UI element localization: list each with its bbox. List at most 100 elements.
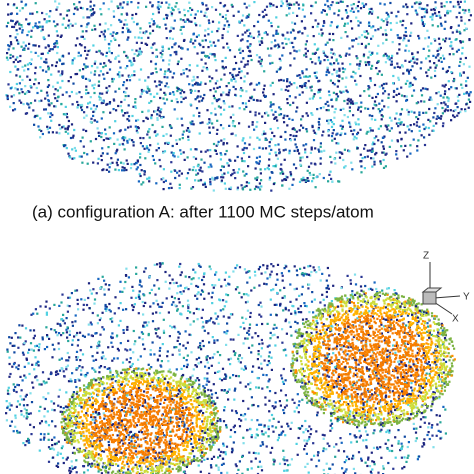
atom <box>424 37 427 40</box>
atom <box>385 54 388 57</box>
atom <box>298 152 301 155</box>
atom <box>456 95 459 98</box>
atom <box>222 308 225 311</box>
atom <box>148 89 151 92</box>
atom <box>110 389 113 392</box>
atom <box>201 170 204 173</box>
atom <box>232 124 235 127</box>
atom <box>97 157 100 160</box>
atom <box>395 292 398 295</box>
atom <box>420 391 423 394</box>
atom <box>358 436 361 439</box>
atom <box>186 299 190 302</box>
atom <box>182 97 185 100</box>
atom <box>161 343 164 346</box>
atom <box>441 54 445 57</box>
atom <box>232 350 235 353</box>
atom <box>19 395 22 398</box>
atom <box>337 1 340 4</box>
atom <box>353 135 356 138</box>
atom <box>158 158 161 162</box>
atom <box>113 99 116 102</box>
atom <box>278 79 281 82</box>
atom <box>238 168 241 171</box>
atom <box>257 268 260 271</box>
atom <box>326 266 329 270</box>
atom <box>60 447 63 450</box>
atom <box>292 178 295 181</box>
atom <box>190 282 193 285</box>
atom <box>130 437 133 440</box>
atom <box>117 6 120 10</box>
atom <box>201 1 204 5</box>
atom <box>172 72 176 75</box>
atom <box>346 102 349 105</box>
atom <box>272 417 275 420</box>
atom <box>312 129 315 132</box>
atom <box>206 109 209 112</box>
atom <box>77 51 80 54</box>
atom <box>467 106 470 109</box>
atom <box>191 8 194 11</box>
atom <box>120 13 123 16</box>
atom <box>457 3 460 6</box>
atom <box>356 426 359 429</box>
atom <box>34 78 37 81</box>
atom <box>438 116 441 119</box>
atom <box>165 98 169 101</box>
atom <box>222 27 225 30</box>
atom <box>101 100 104 103</box>
atom <box>405 34 408 37</box>
atom <box>259 62 262 65</box>
atom <box>47 99 50 102</box>
atom <box>86 53 89 56</box>
atom <box>319 142 322 145</box>
atom <box>313 43 316 46</box>
atom <box>425 57 428 60</box>
atom <box>197 163 200 166</box>
atom <box>90 433 93 436</box>
atom <box>145 116 148 119</box>
atom <box>329 24 332 27</box>
atom <box>217 468 220 471</box>
atom <box>360 275 363 278</box>
atom <box>156 92 159 95</box>
atom <box>75 368 78 371</box>
atom <box>338 54 341 57</box>
atom <box>118 18 121 22</box>
atom <box>283 406 287 409</box>
atom <box>80 103 83 107</box>
atom <box>180 95 183 99</box>
atom <box>246 63 249 66</box>
atom <box>197 179 200 182</box>
atom <box>338 75 341 78</box>
atom <box>70 123 74 126</box>
atom <box>67 359 70 362</box>
atom <box>346 340 349 343</box>
atom <box>420 19 424 22</box>
atom <box>401 65 404 68</box>
atom <box>154 460 157 463</box>
atom <box>209 149 212 152</box>
atom <box>26 63 30 66</box>
atom <box>182 39 186 42</box>
atom <box>440 60 443 63</box>
atom <box>360 101 363 104</box>
atom <box>218 85 221 89</box>
atom <box>276 32 280 35</box>
atom <box>104 427 107 430</box>
atom <box>88 307 91 310</box>
atom <box>191 186 195 189</box>
atom <box>111 34 114 37</box>
atom <box>411 94 414 97</box>
atom <box>105 137 108 140</box>
atom <box>264 112 267 115</box>
atom <box>323 21 326 24</box>
atom <box>162 17 165 20</box>
atom <box>377 44 380 47</box>
atom <box>104 305 107 308</box>
atom <box>440 102 443 105</box>
atom <box>36 26 39 30</box>
atom <box>90 323 93 326</box>
atom <box>242 170 245 173</box>
